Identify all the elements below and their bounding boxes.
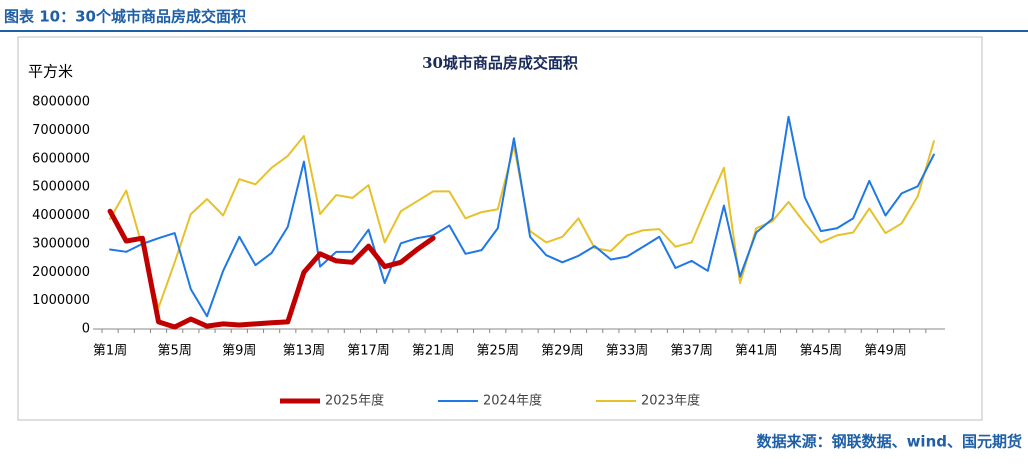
chart-frame bbox=[17, 36, 983, 421]
chart-title: 30城市商品房成交面积 bbox=[422, 54, 578, 72]
source: 数据来源：钢联数据、wind、国元期货 bbox=[757, 433, 1022, 451]
x-tick-label: 第41周 bbox=[735, 344, 778, 359]
x-tick-label: 第37周 bbox=[670, 344, 713, 359]
series-line bbox=[107, 208, 436, 330]
x-tick-label: 第33周 bbox=[606, 344, 649, 359]
y-tick-label: 5000000 bbox=[32, 180, 90, 195]
x-tick-label: 第49周 bbox=[864, 344, 907, 359]
x-tick-label: 第1周 bbox=[93, 344, 127, 359]
legend-label: 2025年度 bbox=[325, 393, 384, 409]
y-tick-label: 4000000 bbox=[32, 208, 90, 223]
y-tick-label: 0 bbox=[82, 322, 90, 337]
x-tick-label: 第45周 bbox=[800, 344, 843, 359]
y-tick-label: 1000000 bbox=[32, 293, 90, 308]
page-title: 图表 10：30个城市商品房成交面积 bbox=[4, 8, 246, 26]
x-tick-label: 第13周 bbox=[283, 344, 326, 359]
series-line bbox=[109, 115, 935, 318]
y-tick-label: 7000000 bbox=[32, 123, 90, 138]
x-tick-label: 第29周 bbox=[541, 344, 584, 359]
x-tick-label: 第25周 bbox=[476, 344, 519, 359]
y-tick-label: 8000000 bbox=[32, 95, 90, 110]
x-tick-label: 第17周 bbox=[347, 344, 390, 359]
y-tick-label: 2000000 bbox=[32, 265, 90, 280]
legend-label: 2024年度 bbox=[483, 393, 542, 409]
series-line bbox=[109, 135, 935, 309]
x-tick-label: 第5周 bbox=[158, 344, 192, 359]
legend-label: 2023年度 bbox=[641, 393, 700, 409]
x-tick-label: 第9周 bbox=[222, 344, 256, 359]
y-axis-label: 平方米 bbox=[28, 63, 73, 81]
x-tick-label: 第21周 bbox=[412, 344, 455, 359]
y-tick-label: 3000000 bbox=[32, 236, 90, 251]
y-tick-label: 6000000 bbox=[32, 151, 90, 166]
